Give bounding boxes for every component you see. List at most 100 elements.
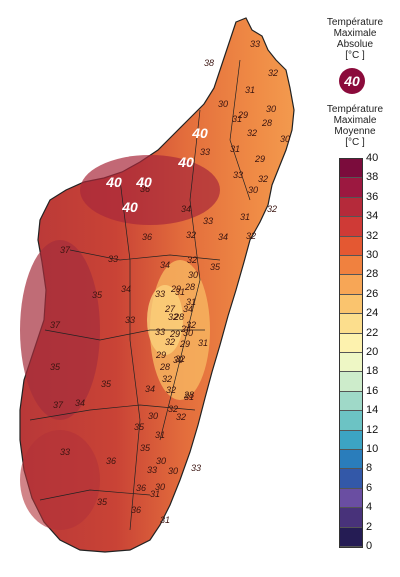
mean-max-label: 31 xyxy=(160,515,170,525)
mean-max-label: 27 xyxy=(164,304,176,314)
mean-max-label: 31 xyxy=(184,392,194,402)
scale-tick-label: 30 xyxy=(366,249,379,261)
mean-max-label: 34 xyxy=(121,284,131,294)
mean-max-label: 32 xyxy=(176,412,186,422)
scale-swatch xyxy=(340,527,362,547)
mean-max-label: 35 xyxy=(92,290,103,300)
mean-max-label: 35 xyxy=(210,262,221,272)
mean-max-label: 29 xyxy=(179,339,190,349)
mean-max-label: 24 xyxy=(180,324,191,334)
mean-max-label: 37 xyxy=(60,245,71,255)
absolute-max-marker: 40 xyxy=(191,125,208,141)
mean-max-label: 38 xyxy=(204,58,214,68)
scale-swatch xyxy=(340,236,362,256)
mean-max-label: 33 xyxy=(125,315,135,325)
mean-max-label: 35 xyxy=(50,362,61,372)
mean-max-label: 34 xyxy=(181,204,191,214)
mean-max-label: 32 xyxy=(165,337,175,347)
mean-max-label: 28 xyxy=(184,282,195,292)
scale-tick-label: 36 xyxy=(366,190,379,203)
scale-tick-label: 16 xyxy=(366,384,379,397)
mean-max-label: 37 xyxy=(50,320,61,330)
scale-swatch xyxy=(340,488,362,509)
mean-max-label: 29 xyxy=(155,350,166,360)
mean-max-label: 31 xyxy=(240,212,250,222)
mean-max-label: 31 xyxy=(186,297,196,307)
absolute-max-marker: 40 xyxy=(121,199,138,215)
mean-title-line: Moyenne xyxy=(334,126,376,137)
scale-swatch xyxy=(340,159,362,179)
mean-max-label: 31 xyxy=(245,85,255,95)
scale-swatch xyxy=(340,450,362,470)
mean-max-label: 35 xyxy=(140,443,151,453)
mean-max-label: 29 xyxy=(254,154,265,164)
mean-max-label: 34 xyxy=(145,384,155,394)
mean-max-label: 32 xyxy=(267,204,277,214)
region-borders xyxy=(29,59,251,531)
mean-max-label: 30 xyxy=(173,355,183,365)
mean-max-label: 30 xyxy=(156,456,166,466)
mean-max-label: 32 xyxy=(175,354,185,364)
mean-max-label: 28 xyxy=(261,118,272,128)
scale-tick-label: 32 xyxy=(366,229,379,242)
mean-max-label: 30 xyxy=(280,134,290,144)
absolute-max-marker: 40 xyxy=(105,174,122,190)
scale-swatch xyxy=(340,391,362,412)
mean-max-label: 31 xyxy=(150,489,160,499)
mean-max-label: 35 xyxy=(101,379,112,389)
mean-max-label: 34 xyxy=(160,260,170,270)
mean-max-label: 32 xyxy=(186,320,196,330)
mean-max-label: 33 xyxy=(155,327,165,337)
mean-max-label: 30 xyxy=(168,466,178,476)
mean-max-legend-title: Température Maximale Moyenne [°C ] xyxy=(312,104,398,148)
mean-max-label: 32 xyxy=(247,128,257,138)
mean-max-label: 29 xyxy=(237,110,248,120)
mean-max-label: 32 xyxy=(168,312,178,322)
mean-max-label: 28 xyxy=(159,362,170,372)
scale-tick-label: 10 xyxy=(366,443,379,455)
mean-max-label: 31 xyxy=(232,114,242,124)
mean-max-label: 36 xyxy=(142,232,152,242)
absolute-title-line: [°C ] xyxy=(345,50,365,61)
mean-max-label: 37 xyxy=(53,400,64,410)
absolute-max-legend-title: Température Maximale Absolue [°C ] xyxy=(312,17,398,61)
mean-max-label: 30 xyxy=(155,482,165,492)
mean-max-label: 33 xyxy=(155,289,165,299)
mean-max-label: 29 xyxy=(170,284,181,294)
mean-max-label: 33 xyxy=(147,465,157,475)
mean-max-label: 32 xyxy=(186,230,196,240)
mean-max-label: 33 xyxy=(200,147,210,157)
mean-title-line: [°C ] xyxy=(345,137,365,148)
scale-tick-label: 34 xyxy=(366,210,379,223)
mean-max-label: 33 xyxy=(191,463,201,473)
mean-max-label: 35 xyxy=(134,422,145,432)
absolute-title-line: Maximale xyxy=(333,28,377,39)
mean-max-label: 28 xyxy=(173,312,184,322)
mean-max-label: 30 xyxy=(248,185,258,195)
scale-tick-label: 4 xyxy=(366,501,373,514)
mean-max-label: 33 xyxy=(60,447,70,457)
mean-max-label: 34 xyxy=(183,304,193,314)
mean-max-label: 36 xyxy=(131,505,141,515)
mean-max-label: 32 xyxy=(162,374,172,384)
mean-max-label: 29 xyxy=(169,329,180,339)
mean-max-label: 30 xyxy=(188,270,198,280)
mean-max-label: 32 xyxy=(166,385,176,395)
scale-tick-label: 12 xyxy=(366,423,379,436)
scale-tick-label: 40 xyxy=(366,152,379,164)
scale-tick-label: 38 xyxy=(366,171,379,184)
scale-tick-label: 22 xyxy=(366,326,379,339)
absolute-title-line: Température xyxy=(326,17,384,28)
scale-swatch xyxy=(340,294,362,315)
mean-max-label: 32 xyxy=(268,68,278,78)
scale-tick-label: 20 xyxy=(366,346,379,358)
mean-max-label: 33 xyxy=(108,254,118,264)
mean-max-label: 34 xyxy=(75,398,85,408)
mean-max-label: 32 xyxy=(187,255,197,265)
scale-swatch xyxy=(340,430,362,450)
scale-swatch xyxy=(340,256,362,276)
mean-max-label: 31 xyxy=(175,287,185,297)
scale-swatch xyxy=(340,333,362,353)
scale-swatch xyxy=(340,353,362,373)
scale-tick-label: 6 xyxy=(366,481,373,494)
